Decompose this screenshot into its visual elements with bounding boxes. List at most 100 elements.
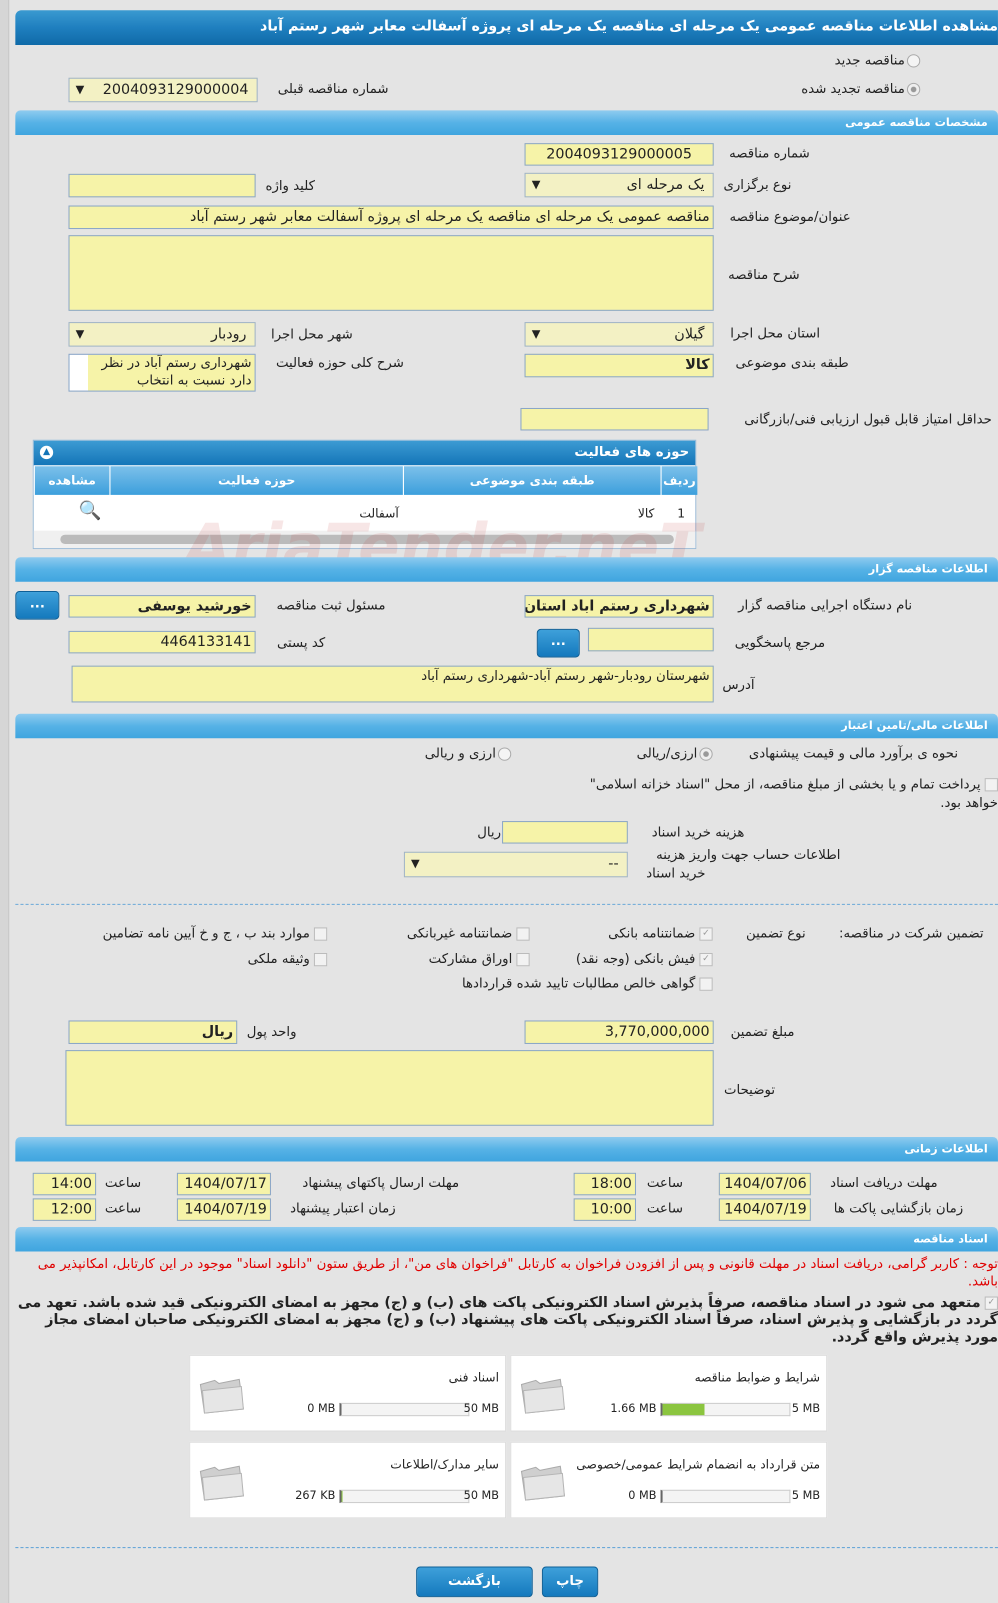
checkbox-icon[interactable] [516,927,530,941]
upload-progress [339,1402,470,1417]
left-border [0,0,10,1603]
radio-renewed-tender[interactable]: مناقصه تجدید شده [801,82,921,97]
checkbox-checked-icon[interactable]: ✓ [699,952,713,967]
collapse-icon[interactable]: ▲ [39,445,54,460]
city-select[interactable]: رودبار ▼ [68,322,256,347]
postal-code-field[interactable]: 4464133141 [68,630,256,654]
treasury-checkbox[interactable]: پرداخت تمام و یا بخشی از مبلغ مناقصه، از… [590,777,998,792]
opening-label: زمان بازگشایی پاکت ها [833,1201,964,1217]
checkbox-icon[interactable] [516,952,530,967]
tender-number-label: شماره مناقصه [729,146,810,162]
file-card[interactable]: شرایط و ضوابط مناقصه 1.66 MB 5 MB [510,1354,828,1432]
option-label: اوراق مشارکت [428,951,513,968]
file-card[interactable]: سایر مدارک/اطلاعات 267 KB 50 MB [189,1441,507,1519]
commitment-text: متعهد می شود در اسناد مناقصه، صرفاً پذیر… [17,1294,998,1346]
file-max: 5 MB [791,1401,821,1416]
file-size: 0 MB [628,1488,657,1503]
responsible-field[interactable]: خورشید یوسفی [68,595,256,618]
guarantee-option[interactable]: اوراق مشارکت [429,952,530,967]
radio-icon[interactable] [906,82,921,97]
section-title: اطلاعات مالی/تامین اعتبار [841,718,988,733]
notes-field[interactable] [65,1050,714,1126]
subject-field[interactable]: مناقصه عمومی یک مرحله ای مناقصه یک مرحله… [68,205,714,230]
validity-date[interactable]: 1404/07/19 [176,1198,271,1221]
commitment-checkbox[interactable]: ✓متعهد می شود در اسناد مناقصه، صرفاً پذی… [15,1294,998,1346]
min-score-field[interactable] [520,407,709,431]
checkbox-icon[interactable] [699,977,713,991]
opening-time[interactable]: 10:00 [573,1198,636,1221]
checkbox-checked-icon[interactable]: ✓ [984,1296,998,1310]
account-select[interactable]: -- ▼ [403,851,628,878]
opening-date[interactable]: 1404/07/19 [718,1198,811,1221]
select-reference-button[interactable]: ... [536,628,580,658]
radio-icon[interactable] [906,54,921,68]
checkbox-icon[interactable] [313,927,328,941]
view-magnifier-icon[interactable]: 🔍 [78,500,102,522]
folder-icon [199,1465,244,1501]
guarantee-type-label: نوع تضمین [745,926,806,942]
validity-time[interactable]: 12:00 [32,1198,97,1221]
address-field[interactable]: شهرستان رودبار-شهر رستم آباد-شهرداری رست… [71,665,714,703]
back-button[interactable]: بازگشت [416,1566,533,1598]
category-field[interactable]: کالا [524,353,714,378]
doc-deadline-time[interactable]: 18:00 [573,1172,636,1196]
checkbox-icon[interactable] [984,778,998,792]
time-label: ساعت [646,1201,684,1217]
checkbox-checked-icon[interactable]: ✓ [699,927,713,941]
radio-icon[interactable] [497,747,512,761]
doc-deadline-date[interactable]: 1404/07/06 [718,1172,811,1196]
submit-deadline-date[interactable]: 1404/07/17 [176,1172,271,1196]
category-label: طبقه بندی موضوعی [735,355,849,372]
scrollbar-thumb[interactable] [60,534,674,544]
submit-deadline-time[interactable]: 14:00 [32,1172,97,1196]
currency-field[interactable]: ریال [68,1020,238,1044]
min-score-label: حداقل امتیاز قابل قبول ارزیابی فنی/بازرگ… [744,412,992,428]
description-label: شرح مناقصه [728,267,800,284]
treasury-text: پرداخت تمام و یا بخشی از مبلغ مناقصه، از… [589,777,981,793]
reference-field[interactable] [587,627,714,652]
radio-currency-rial[interactable]: ارزی/ریالی [636,746,713,762]
type-select[interactable]: یک مرحله ای ▼ [524,172,714,198]
document-cost-field[interactable] [502,821,628,844]
guarantee-option[interactable]: گواهی خالص مطالبات تایید شده قراردادها [461,976,713,992]
guarantee-option[interactable]: موارد بند ب ، ج و خ آیین نامه تضامین [103,926,328,942]
select-responsible-button[interactable]: ... [15,591,60,620]
rial-unit-label: ریال [477,825,502,841]
prev-number-select[interactable]: 2004093129000004 ▼ [68,77,258,103]
radio-label: ارزی/ریالی [636,746,698,762]
guarantee-option[interactable]: ضمانتنامه غیربانکی [407,926,530,942]
radio-currency-and-rial[interactable]: ارزی و ریالی [425,746,512,762]
progress-fill [341,1490,343,1503]
guarantee-amount-field[interactable]: 3,770,000,000 [524,1020,714,1044]
keyword-label: کلید واژه [265,178,315,195]
cell-field: آسفالت [359,506,399,521]
file-title: شرایط و ضوابط مناقصه [694,1370,821,1385]
doc-deadline-label: مهلت دریافت اسناد [830,1175,938,1192]
keyword-field[interactable] [68,173,256,198]
guarantee-option[interactable]: وثیقه ملکی [248,952,328,967]
province-select[interactable]: گیلان ▼ [524,322,714,347]
guarantee-option[interactable]: ✓فیش بانکی (وجه نقد) [576,952,713,967]
account-value: -- [608,855,619,873]
organization-field[interactable]: شهرداری رستم اباد استان [524,595,714,618]
radio-new-tender[interactable]: مناقصه جدید [835,53,921,69]
scope-field[interactable]: شهرداری رستم آباد در نظر دارد نسبت به ان… [68,353,256,392]
tender-number-field[interactable]: 2004093129000005 [524,143,714,166]
file-card[interactable]: اسناد فنی 0 MB 50 MB [189,1354,507,1432]
option-label: گواهی خالص مطالبات تایید شده قراردادها [461,976,696,992]
horizontal-scrollbar[interactable] [33,530,696,549]
city-value: رودبار [210,326,247,343]
description-field[interactable] [68,235,714,311]
radio-icon[interactable] [699,747,713,761]
organization-label: نام دستگاه اجرایی مناقصه گزار [738,598,913,614]
chevron-down-icon: ▼ [531,177,541,192]
section-general: مشخصات مناقصه عمومی [15,110,998,135]
print-button[interactable]: چاپ [541,1566,599,1598]
type-value: یک مرحله ای [626,176,705,194]
checkbox-icon[interactable] [313,952,328,967]
guarantee-option[interactable]: ✓ضمانتنامه بانکی [608,926,713,942]
file-card[interactable]: متن قرارداد به انضمام شرایط عمومی/خصوصی 0… [510,1441,828,1519]
time-label: ساعت [104,1201,142,1217]
col-field: حوزه فعالیت [109,466,403,495]
section-organizer: اطلاعات مناقصه گزار [15,557,998,582]
